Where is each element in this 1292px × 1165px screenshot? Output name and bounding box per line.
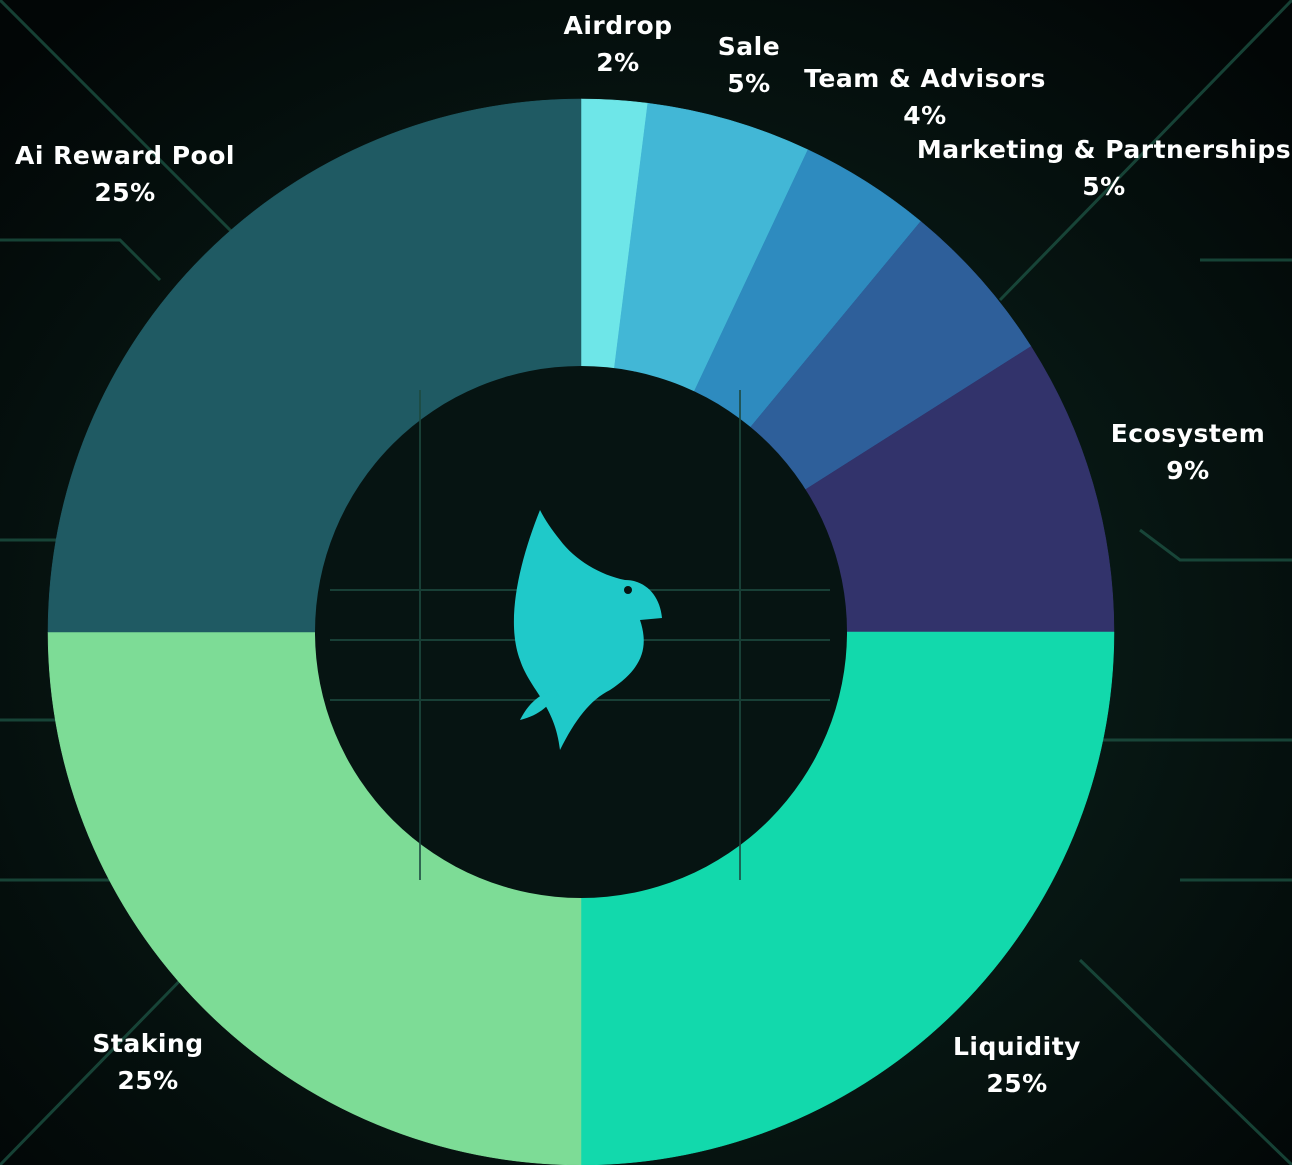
value-label: 2%	[596, 48, 639, 77]
slice-label: Staking	[92, 1029, 203, 1058]
value-label: 9%	[1166, 456, 1209, 485]
value-label: 5%	[1082, 172, 1125, 201]
value-label: 4%	[903, 101, 946, 130]
value-label: 25%	[94, 178, 155, 207]
slice-label: Team & Advisors	[804, 64, 1046, 93]
chart: Airdrop 2% Sale 5% Team & Advisors 4% Marketin…	[0, 0, 1292, 1165]
value-label: 25%	[117, 1066, 178, 1095]
slice-label: Airdrop	[563, 11, 672, 40]
slice-label: Ecosystem	[1111, 419, 1266, 448]
value-label: 5%	[727, 69, 770, 98]
slice-label: Marketing & Partnerships	[917, 135, 1291, 164]
slice-label: Liquidity	[953, 1032, 1081, 1061]
page: {"chart_data": {"type": "donut", "catego…	[0, 0, 1292, 1165]
value-label: 25%	[986, 1069, 1047, 1098]
slice-label: Sale	[718, 32, 780, 61]
slice-label: Ai Reward Pool	[15, 141, 235, 170]
